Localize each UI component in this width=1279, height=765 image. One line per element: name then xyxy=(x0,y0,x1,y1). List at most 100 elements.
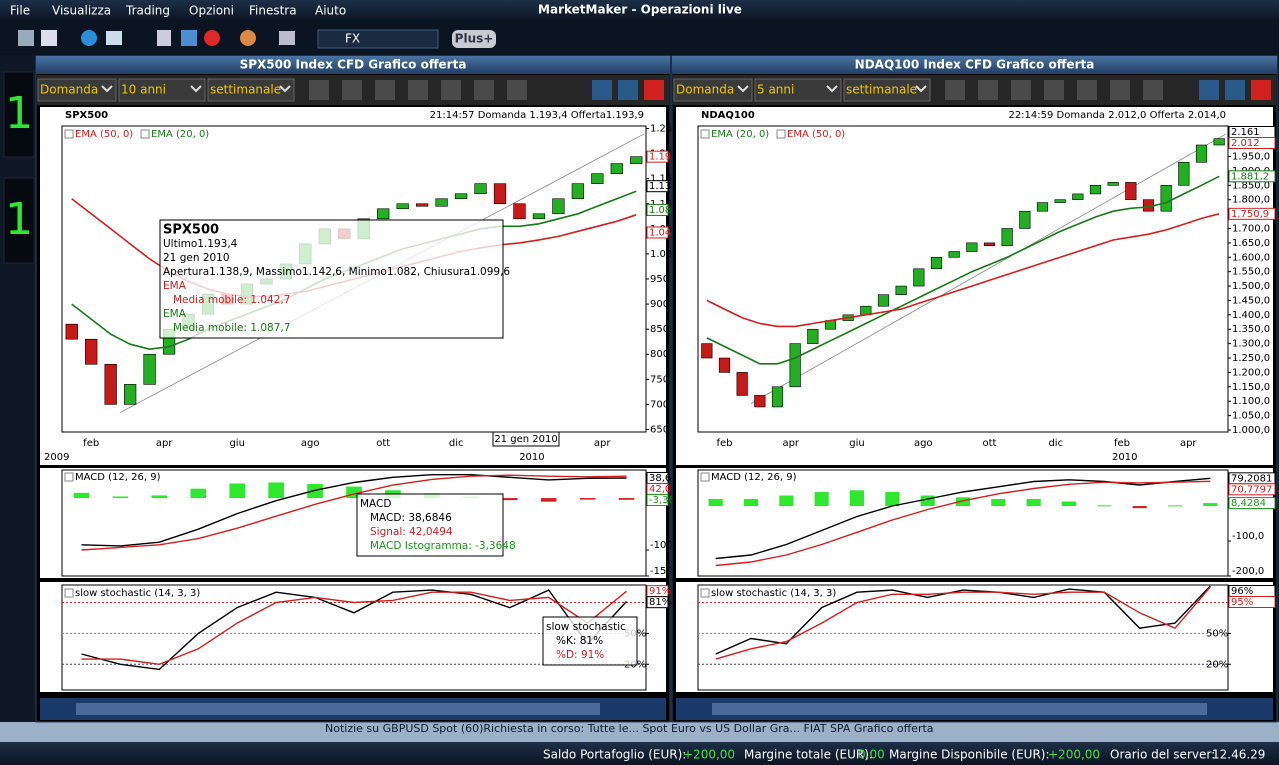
scroll-thumb[interactable] xyxy=(712,703,1207,715)
legend-close[interactable] xyxy=(776,129,786,139)
dropdown[interactable] xyxy=(754,78,842,102)
tool-button[interactable] xyxy=(474,80,494,100)
icon[interactable] xyxy=(106,31,122,45)
icon[interactable] xyxy=(240,30,256,46)
menu-item[interactable]: Aiuto xyxy=(315,4,346,18)
tooltip-line: Ultimo1.193,4 xyxy=(163,238,238,250)
tool-button[interactable] xyxy=(1044,80,1064,100)
tool-button[interactable] xyxy=(441,80,461,100)
histogram-bar xyxy=(346,486,362,499)
tooltip-line: SPX500 xyxy=(163,223,219,238)
tool-button[interactable] xyxy=(507,80,527,100)
macd-area xyxy=(40,468,666,578)
histogram-bar xyxy=(1026,499,1041,507)
legend-close[interactable] xyxy=(64,588,74,598)
value-tag-label: 91% xyxy=(649,586,671,597)
view-button[interactable] xyxy=(1199,80,1219,100)
x-tick-label: giu xyxy=(229,438,244,449)
icon[interactable] xyxy=(204,30,220,46)
tooltip-line: Media mobile: 1.087,7 xyxy=(173,322,290,334)
menu-item[interactable]: Opzioni xyxy=(189,4,234,18)
dropdown[interactable] xyxy=(37,78,117,102)
menu-item[interactable]: Visualizza xyxy=(52,4,111,18)
value-tag-label: 96% xyxy=(1231,586,1253,597)
icon[interactable] xyxy=(157,30,171,46)
histogram-bar xyxy=(1203,503,1218,507)
view-button[interactable] xyxy=(618,80,638,100)
x-tick-label: feb xyxy=(83,438,99,449)
tool-button[interactable] xyxy=(978,80,998,100)
candle xyxy=(1195,144,1208,163)
dropdown[interactable] xyxy=(673,78,753,102)
x-tick-label: ott xyxy=(983,438,997,449)
status-label: Saldo Portafoglio (EUR): xyxy=(543,748,686,762)
value-tag xyxy=(646,596,669,609)
tool-button[interactable] xyxy=(375,80,395,100)
tool-button[interactable] xyxy=(1143,80,1163,100)
tool-button[interactable] xyxy=(309,80,329,100)
status-bar xyxy=(0,742,1279,765)
y-tick-label: -200,0 xyxy=(1232,566,1264,577)
macd-area xyxy=(676,468,1273,578)
candle xyxy=(966,242,978,252)
candle xyxy=(377,208,390,220)
candle xyxy=(807,328,819,344)
legend-close[interactable] xyxy=(700,588,710,598)
panel-title: NDAQ100 Index CFD Grafico offerta xyxy=(855,58,1095,72)
value-tag-label: 70,7797 xyxy=(1231,484,1272,495)
tool-button[interactable] xyxy=(945,80,965,100)
dropdown[interactable] xyxy=(207,78,295,102)
indicator-legend: slow stochastic (14, 3, 3) xyxy=(711,588,836,599)
icon[interactable] xyxy=(181,30,197,46)
view-button[interactable] xyxy=(644,80,664,100)
candle xyxy=(983,242,996,247)
counter-value: 1 xyxy=(5,88,33,139)
dropdown[interactable] xyxy=(118,78,206,102)
histogram-bar xyxy=(920,495,935,507)
icon[interactable] xyxy=(81,30,97,46)
menu-item[interactable]: Trading xyxy=(125,4,170,18)
legend-close[interactable] xyxy=(140,129,150,139)
fx-dropdown[interactable] xyxy=(317,29,439,49)
histogram-bar xyxy=(501,498,518,501)
histogram-bar xyxy=(618,498,635,500)
plus-button[interactable] xyxy=(452,30,496,48)
view-button[interactable] xyxy=(1225,80,1245,100)
status-label: Orario del server: xyxy=(1110,748,1215,762)
legend-entry: EMA (50, 0) xyxy=(787,129,845,140)
tool-button[interactable] xyxy=(408,80,428,100)
candle xyxy=(895,285,907,295)
icon[interactable] xyxy=(18,30,34,46)
icon[interactable] xyxy=(279,31,295,45)
histogram-bar xyxy=(73,492,90,499)
legend-close[interactable] xyxy=(64,472,74,482)
legend-entry: EMA (20, 0) xyxy=(711,129,769,140)
histogram-bar xyxy=(955,497,971,507)
menu-item[interactable]: Finestra xyxy=(249,4,297,18)
y-tick-label: 1.500,0 xyxy=(1232,281,1270,292)
legend-close[interactable] xyxy=(700,472,710,482)
view-button[interactable] xyxy=(1251,80,1271,100)
scroll-thumb[interactable] xyxy=(76,703,600,715)
icon[interactable] xyxy=(41,30,57,46)
histogram-bar xyxy=(229,483,245,499)
dropdown[interactable] xyxy=(843,78,931,102)
view-button[interactable] xyxy=(592,80,612,100)
indicator-legend: MACD (12, 26, 9) xyxy=(711,472,797,483)
candle xyxy=(493,183,507,205)
dropdown-label: 10 anni xyxy=(121,83,166,97)
d-line xyxy=(81,590,627,666)
legend-close[interactable] xyxy=(700,129,710,139)
candle xyxy=(718,357,731,373)
value-tag-label: 2.161 xyxy=(1231,127,1260,138)
tool-button[interactable] xyxy=(342,80,362,100)
value-tag xyxy=(1228,170,1276,183)
tool-button[interactable] xyxy=(1077,80,1097,100)
menu-item[interactable]: File xyxy=(10,4,30,18)
tool-button[interactable] xyxy=(1011,80,1031,100)
tool-button[interactable] xyxy=(1110,80,1130,100)
candle xyxy=(930,256,943,270)
legend-close[interactable] xyxy=(64,129,74,139)
toolbar-icons xyxy=(18,29,496,49)
